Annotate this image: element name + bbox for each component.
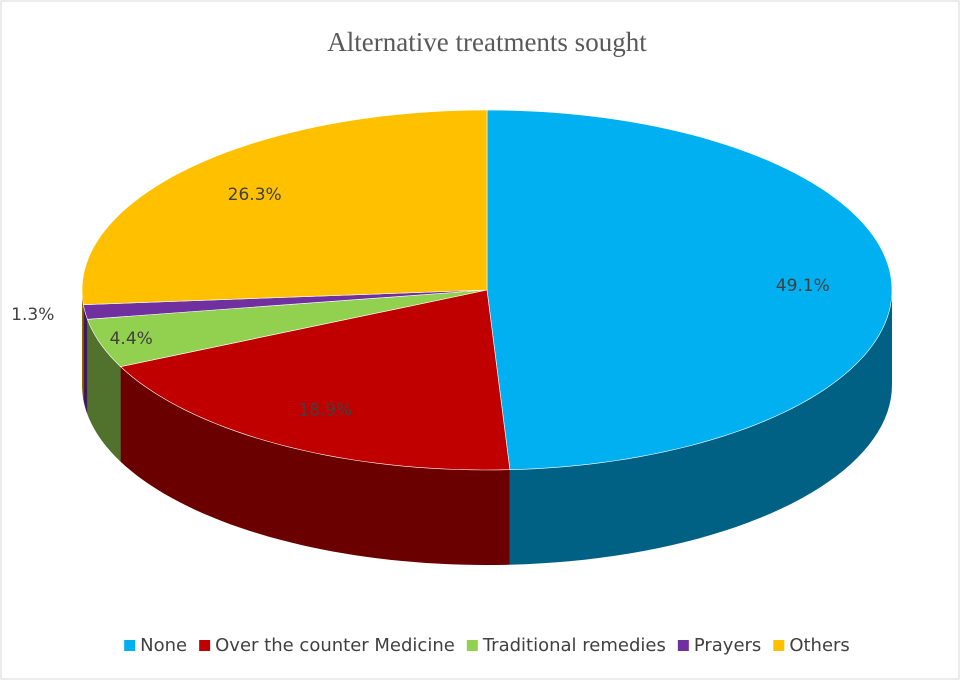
pie-tops	[81, 109, 893, 471]
data-label: 18.9%	[298, 401, 352, 421]
pie-side	[82, 290, 84, 400]
pie-slice	[81, 109, 488, 305]
data-label: 4.4%	[110, 329, 153, 349]
legend-label: Prayers	[694, 635, 761, 656]
legend-swatch	[773, 640, 785, 651]
pie-slice	[86, 289, 488, 367]
legend-item: Over the counter Medicine	[199, 635, 455, 656]
pie-side	[87, 319, 121, 462]
legend-item: Prayers	[677, 635, 761, 656]
legend-swatch	[199, 640, 211, 651]
legend-label: Others	[789, 635, 850, 656]
pie-side	[120, 366, 510, 565]
data-label: 49.1%	[776, 276, 830, 296]
legend-item: Others	[773, 635, 850, 656]
pie-slice	[119, 289, 511, 471]
legend-swatch	[677, 640, 689, 651]
legend: None Over the counter Medicine Traditional…	[124, 635, 850, 656]
pie-side	[509, 290, 892, 565]
pie-side	[83, 304, 88, 415]
legend-label: None	[140, 635, 187, 656]
legend-item: Traditional remedies	[466, 635, 666, 656]
chart-title: Alternative treatments sought	[327, 27, 647, 57]
legend-swatch	[124, 640, 136, 651]
legend-label: Over the counter Medicine	[215, 635, 455, 656]
data-label: 26.3%	[228, 185, 282, 205]
legend-item: None	[124, 635, 187, 656]
legend-label: Traditional remedies	[482, 635, 666, 656]
data-labels: 49.1% 18.9% 4.4% 1.3% 26.3%	[11, 185, 830, 421]
data-label: 1.3%	[11, 305, 54, 325]
legend-swatch	[466, 640, 478, 651]
pie-slice	[486, 109, 893, 471]
pie-sides	[82, 290, 892, 565]
